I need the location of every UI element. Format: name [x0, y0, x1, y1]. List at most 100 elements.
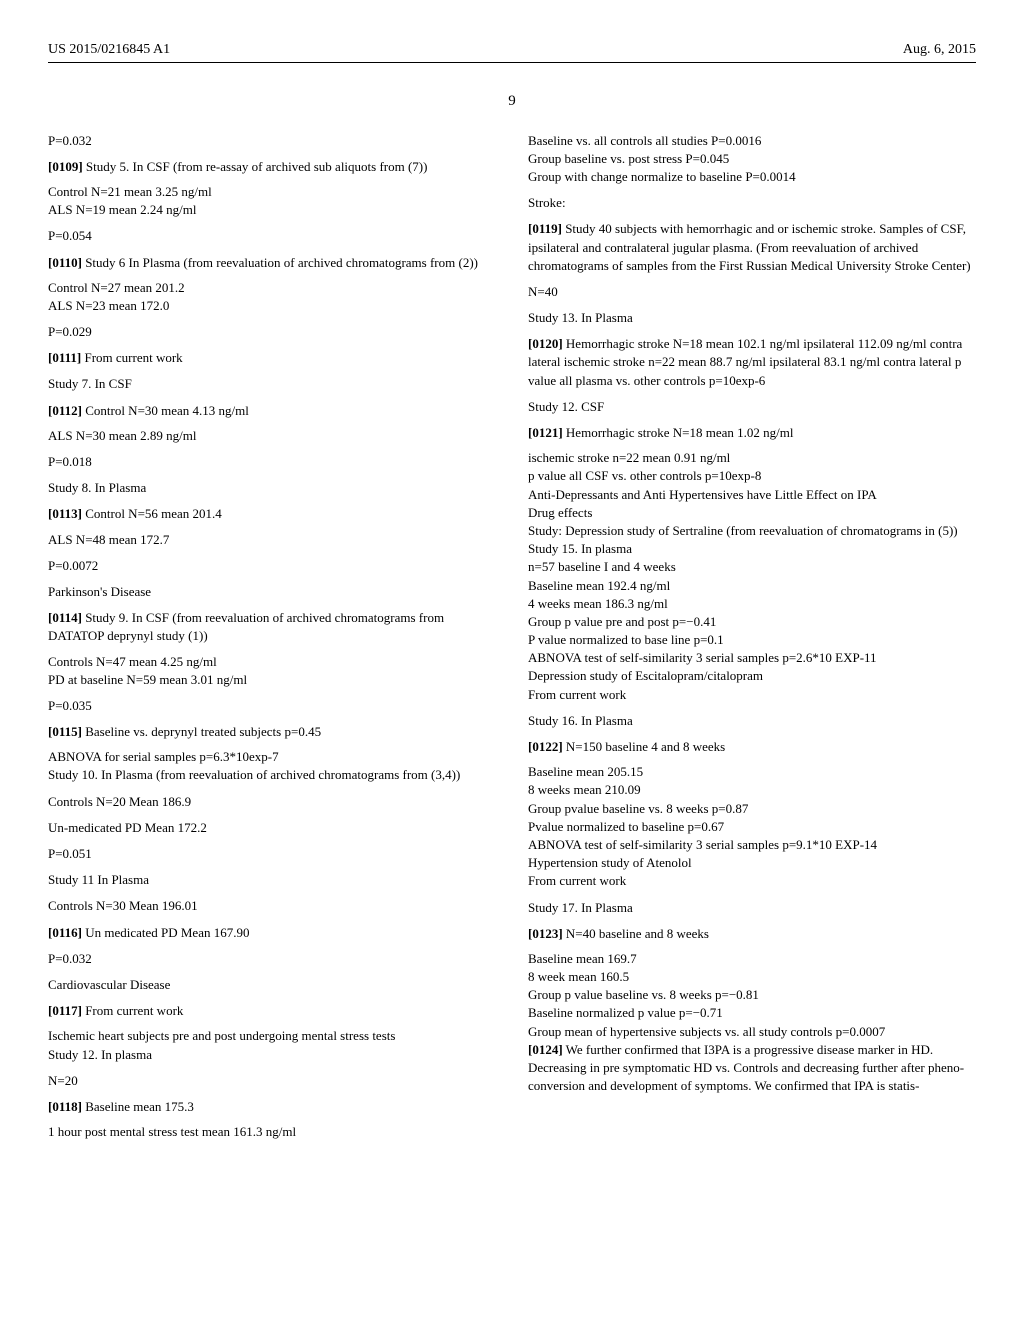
para-0114: [0114] Study 9. In CSF (from reevaluatio…	[48, 609, 496, 645]
para-num: [0114]	[48, 610, 82, 625]
body-line: Drug effects	[528, 504, 976, 522]
body-line: ALS N=48 mean 172.7	[48, 531, 496, 549]
publication-number: US 2015/0216845 A1	[48, 40, 170, 60]
body-line: ABNOVA test of self-similarity 3 serial …	[528, 649, 976, 667]
body-line: PD at baseline N=59 mean 3.01 ng/ml	[48, 671, 496, 689]
body-line: Control N=21 mean 3.25 ng/ml	[48, 183, 496, 201]
pvalue-line: P=0.029	[48, 323, 496, 341]
body-line: 8 weeks mean 210.09	[528, 781, 976, 799]
study-heading: Study 8. In Plasma	[48, 479, 496, 497]
para-0117: [0117] From current work	[48, 1002, 496, 1020]
para-text: Hemorrhagic stroke N=18 mean 1.02 ng/ml	[563, 425, 794, 440]
para-text: Baseline mean 175.3	[82, 1099, 194, 1114]
body-line: n=57 baseline I and 4 weeks	[528, 558, 976, 576]
study-heading: Study 17. In Plasma	[528, 899, 976, 917]
publication-date: Aug. 6, 2015	[903, 40, 976, 60]
para-0123: [0123] N=40 baseline and 8 weeks	[528, 925, 976, 943]
body-line: ABNOVA for serial samples p=6.3*10exp-7	[48, 748, 496, 766]
para-text: Study 40 subjects with hemorrhagic and o…	[528, 221, 971, 272]
para-0122: [0122] N=150 baseline 4 and 8 weeks	[528, 738, 976, 756]
body-line: From current work	[528, 686, 976, 704]
para-0115: [0115] Baseline vs. deprynyl treated sub…	[48, 723, 496, 741]
body-line: Group mean of hypertensive subjects vs. …	[528, 1023, 976, 1041]
body-line: Group baseline vs. post stress P=0.045	[528, 150, 976, 168]
para-text: Study 5. In CSF (from re-assay of archiv…	[83, 159, 428, 174]
body-line: P value normalized to base line p=0.1	[528, 631, 976, 649]
body-line: 8 week mean 160.5	[528, 968, 976, 986]
para-0111: [0111] From current work	[48, 349, 496, 367]
pvalue-line: P=0.018	[48, 453, 496, 471]
body-line: 1 hour post mental stress test mean 161.…	[48, 1123, 496, 1141]
study-heading: Study 16. In Plasma	[528, 712, 976, 730]
body-line: ischemic stroke n=22 mean 0.91 ng/ml	[528, 449, 976, 467]
body-line: Controls N=20 Mean 186.9	[48, 793, 496, 811]
body-line: Hypertension study of Atenolol	[528, 854, 976, 872]
pvalue-line: P=0.051	[48, 845, 496, 863]
body-line: ALS N=19 mean 2.24 ng/ml	[48, 201, 496, 219]
section-heading: Stroke:	[528, 194, 976, 212]
body-line: Baseline mean 205.15	[528, 763, 976, 781]
body-line: Study 12. In plasma	[48, 1046, 496, 1064]
para-text: Control N=56 mean 201.4	[82, 506, 222, 521]
body-line: Study 10. In Plasma (from reevaluation o…	[48, 766, 496, 784]
body-line: ALS N=30 mean 2.89 ng/ml	[48, 427, 496, 445]
body-line: N=40	[528, 283, 976, 301]
para-num: [0124]	[528, 1042, 563, 1057]
study-heading: Study 7. In CSF	[48, 375, 496, 393]
para-0119: [0119] Study 40 subjects with hemorrhagi…	[528, 220, 976, 275]
para-text: N=40 baseline and 8 weeks	[563, 926, 709, 941]
left-column: P=0.032 [0109] Study 5. In CSF (from re-…	[48, 132, 496, 1142]
body-line: Study: Depression study of Sertraline (f…	[528, 522, 976, 540]
para-0110: [0110] Study 6 In Plasma (from reevaluat…	[48, 254, 496, 272]
section-heading: Parkinson's Disease	[48, 583, 496, 601]
pvalue-line: P=0.054	[48, 227, 496, 245]
study-heading: Study 13. In Plasma	[528, 309, 976, 327]
pvalue-line: P=0.032	[48, 132, 496, 150]
para-num: [0116]	[48, 925, 82, 940]
para-num: [0111]	[48, 350, 81, 365]
para-0113: [0113] Control N=56 mean 201.4	[48, 505, 496, 523]
page-header: US 2015/0216845 A1 Aug. 6, 2015	[48, 40, 976, 63]
para-num: [0120]	[528, 336, 563, 351]
body-line: Un-medicated PD Mean 172.2	[48, 819, 496, 837]
para-num: [0113]	[48, 506, 82, 521]
page-number: 9	[48, 91, 976, 112]
para-0116: [0116] Un medicated PD Mean 167.90	[48, 924, 496, 942]
body-line: N=20	[48, 1072, 496, 1090]
right-column: Baseline vs. all controls all studies P=…	[528, 132, 976, 1142]
body-line: Pvalue normalized to baseline p=0.67	[528, 818, 976, 836]
para-num: [0109]	[48, 159, 83, 174]
para-num: [0112]	[48, 403, 82, 418]
para-0121: [0121] Hemorrhagic stroke N=18 mean 1.02…	[528, 424, 976, 442]
study-heading: Study 11 In Plasma	[48, 871, 496, 889]
body-line: Ischemic heart subjects pre and post und…	[48, 1027, 496, 1045]
para-num: [0123]	[528, 926, 563, 941]
body-line: ABNOVA test of self-similarity 3 serial …	[528, 836, 976, 854]
body-line: Baseline mean 192.4 ng/ml	[528, 577, 976, 595]
body-line: Anti-Depressants and Anti Hypertensives …	[528, 486, 976, 504]
para-text: Study 9. In CSF (from reevaluation of ar…	[48, 610, 444, 643]
para-text: Hemorrhagic stroke N=18 mean 102.1 ng/ml…	[528, 336, 962, 387]
content-columns: P=0.032 [0109] Study 5. In CSF (from re-…	[48, 132, 976, 1142]
body-line: Study 15. In plasma	[528, 540, 976, 558]
body-line: ALS N=23 mean 172.0	[48, 297, 496, 315]
para-num: [0119]	[528, 221, 562, 236]
body-line: Control N=27 mean 201.2	[48, 279, 496, 297]
para-text: Baseline vs. deprynyl treated subjects p…	[82, 724, 321, 739]
body-line: Controls N=30 Mean 196.01	[48, 897, 496, 915]
pvalue-line: P=0.032	[48, 950, 496, 968]
para-text: N=150 baseline 4 and 8 weeks	[563, 739, 726, 754]
para-text: From current work	[82, 1003, 183, 1018]
para-num: [0121]	[528, 425, 563, 440]
para-text: Control N=30 mean 4.13 ng/ml	[82, 403, 249, 418]
body-line: Controls N=47 mean 4.25 ng/ml	[48, 653, 496, 671]
body-line: Baseline mean 169.7	[528, 950, 976, 968]
body-line: 4 weeks mean 186.3 ng/ml	[528, 595, 976, 613]
para-0118: [0118] Baseline mean 175.3	[48, 1098, 496, 1116]
body-line: Group p value pre and post p=−0.41	[528, 613, 976, 631]
body-line: Baseline vs. all controls all studies P=…	[528, 132, 976, 150]
body-line: From current work	[528, 872, 976, 890]
para-text: We further confirmed that I3PA is a prog…	[528, 1042, 964, 1093]
body-line: Group p value baseline vs. 8 weeks p=−0.…	[528, 986, 976, 1004]
body-line: Depression study of Escitalopram/citalop…	[528, 667, 976, 685]
